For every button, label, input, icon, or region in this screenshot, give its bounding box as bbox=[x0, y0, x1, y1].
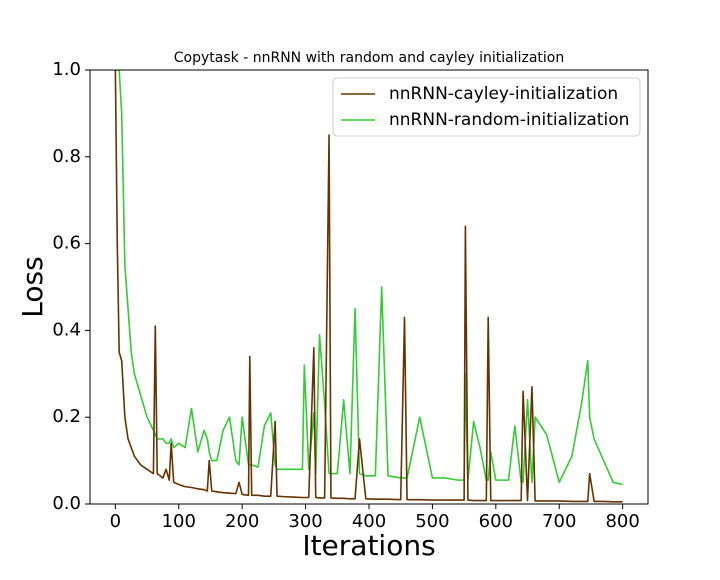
x-tick-label: 500 bbox=[415, 511, 449, 532]
y-tick-label: 0.2 bbox=[52, 406, 81, 427]
legend-label: nnRNN-random-initialization bbox=[389, 110, 629, 130]
x-tick-label: 600 bbox=[479, 511, 513, 532]
legend-label: nnRNN-cayley-initialization bbox=[389, 84, 618, 104]
legend-box bbox=[332, 77, 641, 137]
y-axis-label: Loss bbox=[16, 256, 49, 317]
y-tick-label: 0.4 bbox=[52, 319, 81, 340]
x-tick-label: 700 bbox=[542, 511, 576, 532]
chart-title: Copytask - nnRNN with random and cayley … bbox=[174, 50, 564, 66]
plot-area bbox=[114, 70, 623, 503]
x-tick-label: 300 bbox=[288, 511, 322, 532]
y-tick-label: 0.8 bbox=[52, 146, 81, 167]
y-tick-label: 0.0 bbox=[52, 493, 81, 514]
x-axis-label: Iterations bbox=[302, 529, 435, 562]
x-tick-label: 0 bbox=[110, 511, 121, 532]
y-tick-label: 0.6 bbox=[52, 233, 81, 254]
x-tick-label: 100 bbox=[162, 511, 196, 532]
series-line bbox=[114, 70, 623, 503]
x-tick-label: 200 bbox=[225, 511, 259, 532]
y-tick-label: 1.0 bbox=[52, 59, 81, 80]
x-tick-label: 400 bbox=[352, 511, 386, 532]
x-tick-label: 800 bbox=[605, 511, 639, 532]
